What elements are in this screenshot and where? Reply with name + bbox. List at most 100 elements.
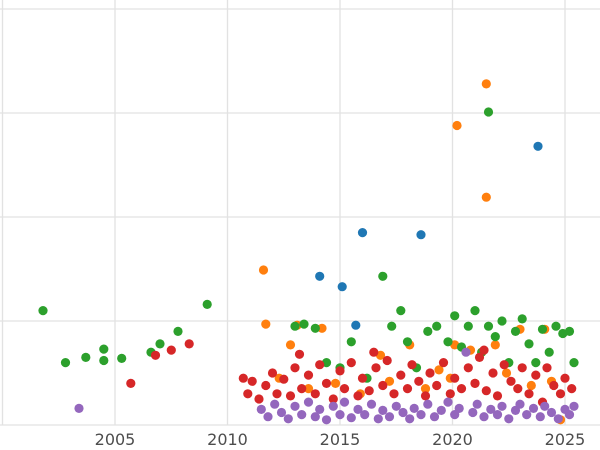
data-point-orange	[261, 319, 271, 329]
data-point-purple	[504, 414, 514, 424]
data-point-green	[450, 311, 460, 321]
data-point-red	[513, 384, 523, 394]
data-point-red	[560, 373, 570, 383]
data-point-red	[414, 376, 424, 386]
x-tick-label: 2010	[207, 430, 248, 449]
data-point-green	[537, 324, 548, 334]
data-point-green	[81, 352, 91, 362]
data-point-purple	[479, 412, 489, 422]
data-point-red	[450, 373, 460, 383]
data-point-red	[267, 368, 278, 378]
data-point-red	[382, 355, 392, 366]
data-point-red	[445, 389, 455, 399]
data-point-purple	[461, 347, 471, 357]
data-point-red	[463, 363, 473, 373]
data-point-purple	[360, 410, 370, 420]
data-point-green	[299, 319, 309, 329]
data-point-red	[492, 391, 503, 401]
data-point-red	[517, 363, 527, 373]
data-point-purple	[468, 407, 478, 418]
data-point-purple	[270, 399, 280, 409]
data-point-red	[339, 384, 350, 394]
data-point-red	[294, 349, 305, 359]
data-point-green	[497, 316, 507, 326]
data-point-green	[423, 326, 433, 336]
data-point-green	[510, 326, 521, 336]
data-point-orange	[303, 384, 314, 394]
data-point-purple	[546, 407, 557, 418]
data-point-orange	[526, 380, 536, 391]
data-point-orange	[330, 378, 341, 388]
data-point-orange	[490, 340, 500, 350]
data-point-red	[499, 360, 509, 370]
data-point-orange	[384, 376, 395, 386]
data-point-purple	[443, 397, 453, 407]
data-point-red	[243, 389, 253, 399]
data-point-purple	[497, 401, 507, 411]
data-point-purple	[522, 410, 532, 420]
data-point-purple	[303, 397, 314, 407]
data-point-red	[297, 384, 307, 394]
data-point-purple	[290, 401, 300, 411]
data-point-red	[247, 376, 257, 386]
data-point-red	[272, 389, 282, 399]
data-point-red	[524, 389, 534, 399]
data-point-green	[544, 347, 554, 357]
data-point-green	[38, 306, 48, 316]
data-point-red	[488, 368, 498, 378]
data-point-red	[542, 363, 552, 373]
data-point-purple	[472, 399, 482, 409]
data-point-blue	[357, 228, 368, 238]
data-point-red	[567, 384, 577, 394]
data-point-red	[357, 373, 368, 383]
data-point-red	[321, 378, 332, 388]
data-point-red	[290, 363, 300, 373]
data-point-red	[315, 360, 325, 370]
data-point-purple	[515, 399, 525, 409]
data-point-purple	[391, 401, 401, 411]
data-point-red	[420, 391, 431, 401]
data-point-red	[407, 360, 417, 370]
data-point-blue	[315, 271, 325, 281]
data-point-purple	[528, 403, 539, 413]
data-point-red	[310, 389, 320, 399]
data-point-green	[99, 344, 109, 354]
data-point-red	[456, 384, 467, 394]
data-point-green	[378, 271, 388, 281]
data-point-red	[328, 394, 338, 404]
data-point-orange	[258, 265, 269, 275]
data-point-purple	[373, 414, 383, 424]
data-point-purple	[535, 412, 545, 422]
data-point-red	[166, 345, 176, 355]
data-point-green	[569, 358, 579, 368]
data-point-green	[310, 323, 320, 333]
data-point-purple	[353, 404, 363, 414]
data-point-purple	[297, 410, 307, 420]
data-point-red	[238, 373, 248, 383]
data-point-green	[483, 321, 494, 331]
data-point-red	[353, 391, 363, 401]
data-point-red	[396, 370, 406, 380]
data-point-green	[346, 337, 356, 347]
data-point-red	[279, 374, 289, 384]
data-point-purple	[366, 399, 377, 409]
x-tick-label: 2025	[545, 430, 586, 449]
data-point-orange	[434, 365, 444, 375]
data-point-green	[432, 321, 442, 331]
data-point-orange	[452, 120, 462, 131]
data-point-red	[378, 380, 388, 391]
data-point-red	[126, 378, 136, 388]
data-point-green	[443, 337, 453, 347]
data-point-purple	[263, 412, 273, 422]
data-point-red	[425, 368, 435, 378]
data-point-green	[517, 314, 527, 324]
data-point-red	[438, 358, 449, 368]
data-point-purple	[283, 414, 293, 424]
data-point-red	[555, 389, 566, 399]
data-point-purple	[540, 401, 550, 411]
data-point-red	[369, 347, 379, 357]
data-point-red	[184, 339, 194, 349]
data-point-red	[432, 380, 442, 391]
x-tick-label: 2015	[320, 430, 361, 449]
